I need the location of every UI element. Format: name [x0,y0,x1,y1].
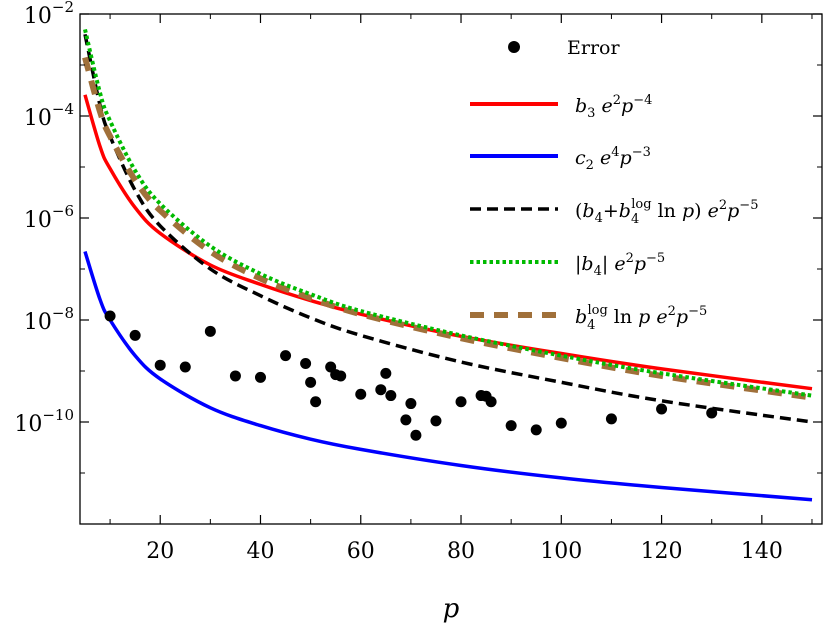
legend-label-blue: c2 e4p−3 [575,145,651,173]
series-curve-1 [83,94,813,391]
y-tick-label: 10−2 [24,0,74,29]
error-point [375,384,387,396]
error-point [410,429,422,441]
y-axis-ticks: 10−2 10−4 10−6 10−8 10−10 [14,0,822,474]
x-axis-ticks: 20 40 60 80 100 120 140 [109,14,813,564]
y-tick-label: 10−10 [14,406,74,437]
series-curve-5 [82,56,813,401]
error-point [305,376,317,388]
legend-marker-error [508,41,520,53]
error-point [104,310,116,322]
series-curve-3 [83,33,813,424]
series-curve-2 [83,250,813,502]
x-axis-label: p [443,594,460,624]
error-points [104,310,718,441]
error-point [656,403,668,415]
error-point [485,396,497,408]
error-point [455,396,467,408]
x-tick-label: 100 [540,539,582,564]
x-tick-label: 80 [447,539,475,564]
series-curve-4 [83,28,813,398]
error-point [310,396,322,408]
error-point [280,350,292,362]
y-tick-label: 10−8 [24,304,74,335]
x-tick-label: 120 [641,539,683,564]
error-point [385,390,397,402]
legend-label-brown-dashed: b4log ln p e2p−5 [575,303,707,333]
error-point [706,407,718,419]
error-point [335,370,347,382]
error-point [254,371,266,383]
error-point [300,358,312,370]
error-point [555,417,567,429]
legend: Error b3 e2p−4 c2 e4p−3 (b4+b4log ln p) … [470,37,758,333]
error-point [380,367,392,379]
x-tick-label: 40 [246,539,274,564]
y-tick-label: 10−6 [24,202,74,233]
error-point [355,388,367,400]
legend-label-black-dashed: (b4+b4log ln p) e2p−5 [575,197,758,227]
error-point [129,329,141,341]
x-tick-label: 60 [347,539,375,564]
error-point [405,398,417,410]
error-point [505,420,517,432]
y-tick-label: 10−4 [24,100,74,131]
error-point [204,325,216,337]
legend-label-green-dotted: |b4| e2p−5 [575,251,665,279]
error-point [154,359,166,371]
error-point [530,424,542,436]
legend-label-red: b3 e2p−4 [575,93,652,121]
plot-frame [79,13,823,525]
error-point [605,413,617,425]
error-point [229,370,241,382]
error-point [179,361,191,373]
x-tick-label: 20 [146,539,174,564]
error-point [430,415,442,427]
error-point [400,414,412,426]
legend-label-error: Error [567,37,620,59]
curves [82,28,813,502]
x-tick-label: 140 [741,539,783,564]
